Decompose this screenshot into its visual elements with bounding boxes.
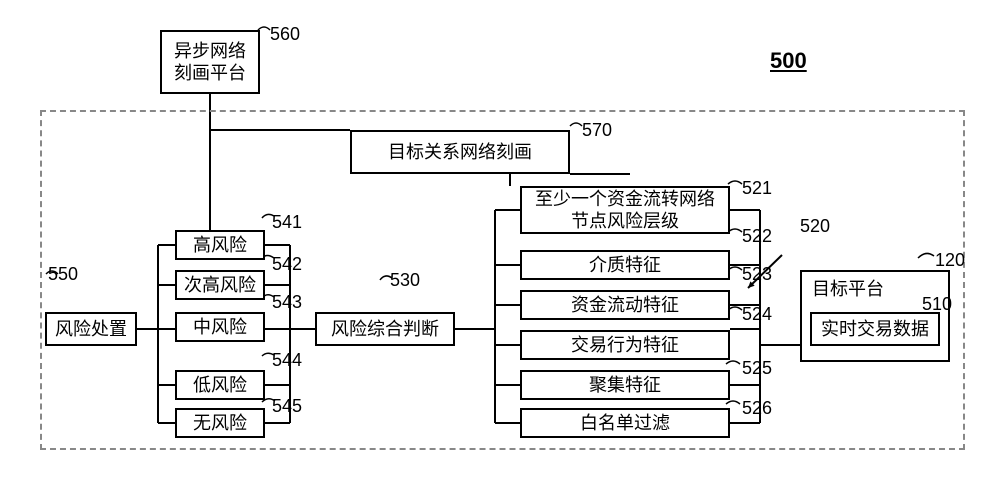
node-n510: 实时交易数据 (810, 312, 940, 346)
node-n541: 高风险 (175, 230, 265, 260)
ref-n550: 550 (48, 264, 78, 285)
figure-number: 500 (770, 48, 807, 74)
node-n522: 介质特征 (520, 250, 730, 280)
node-n543: 中风险 (175, 312, 265, 342)
ref-n545: 545 (272, 396, 302, 417)
node-n525: 聚集特征 (520, 370, 730, 400)
node-n521: 至少一个资金流转网络节点风险层级 (520, 186, 730, 234)
ref-n523: 523 (742, 264, 772, 285)
ref-n570: 570 (582, 120, 612, 141)
ref-n120: 120 (935, 250, 965, 271)
ref-n522: 522 (742, 226, 772, 247)
ref-n530: 530 (390, 270, 420, 291)
node-n524: 交易行为特征 (520, 330, 730, 360)
node-n550: 风险处置 (45, 312, 137, 346)
ref-n560: 560 (270, 24, 300, 45)
ref-n510: 510 (922, 294, 952, 315)
node-n530: 风险综合判断 (315, 312, 455, 346)
node-n545: 无风险 (175, 408, 265, 438)
ref-n542: 542 (272, 254, 302, 275)
node-n523: 资金流动特征 (520, 290, 730, 320)
ref-520: 520 (800, 216, 830, 237)
ref-n526: 526 (742, 398, 772, 419)
node-n544: 低风险 (175, 370, 265, 400)
ref-n543: 543 (272, 292, 302, 313)
node-n526: 白名单过滤 (520, 408, 730, 438)
node-n542: 次高风险 (175, 270, 265, 300)
ref-n541: 541 (272, 212, 302, 233)
ref-n525: 525 (742, 358, 772, 379)
ref-n544: 544 (272, 350, 302, 371)
node-n570: 目标关系网络刻画 (350, 130, 570, 174)
ref-n521: 521 (742, 178, 772, 199)
ref-n524: 524 (742, 304, 772, 325)
node-n560: 异步网络刻画平台 (160, 30, 260, 94)
